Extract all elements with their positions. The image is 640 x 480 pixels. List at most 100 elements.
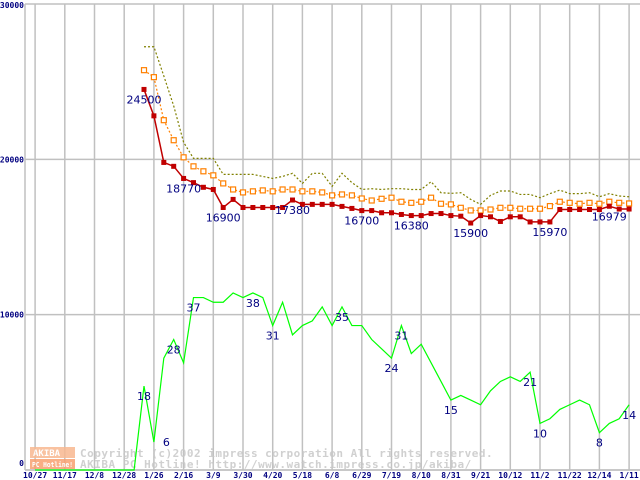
shop_count-data-label: 24 (385, 362, 399, 375)
avg_price-point (606, 198, 613, 205)
min_price-point (280, 204, 286, 210)
shop_count-data-label: 6 (163, 436, 170, 449)
avg_price-point (348, 192, 355, 199)
min_price-point (309, 201, 315, 207)
y-axis-ticks: 0 10000 20000 30000 (0, 1, 24, 468)
avg_price-point (368, 197, 375, 204)
avg_price-point (140, 67, 148, 74)
avg_price-point (269, 188, 276, 195)
min_price-point (250, 204, 256, 210)
x-tick-label: 8/10 (412, 471, 431, 480)
shop_count-data-label: 37 (187, 302, 201, 315)
min_price-point (616, 206, 622, 212)
avg_price-point (467, 207, 474, 214)
min_price-data-label: 16979 (592, 210, 627, 223)
logo-bottom-text: PC Hotline! (32, 461, 73, 469)
avg_price-point (358, 195, 365, 202)
avg_price-point (517, 205, 524, 212)
min_price-point (438, 211, 444, 217)
min_price-point (349, 205, 355, 211)
avg_price-point (477, 207, 484, 214)
x-tick-label: 6/29 (352, 471, 371, 480)
avg_price-point (457, 204, 464, 211)
avg_price-point (180, 154, 187, 161)
min_price-point (181, 175, 187, 181)
x-tick-label: 12/28 (112, 471, 136, 480)
avg_price-point (329, 192, 336, 199)
shop_count-data-label: 8 (596, 437, 603, 450)
min_price-point (557, 207, 563, 213)
x-tick-label: 3/30 (233, 471, 252, 480)
avg_price-point (447, 201, 454, 208)
max_price-line (144, 46, 630, 206)
min_price-data-label: 15970 (532, 226, 567, 239)
avg_price-point (289, 186, 296, 193)
shop_count-data-label: 15 (444, 404, 458, 417)
min_price-point (200, 184, 206, 190)
min_price-data-label: 17380 (275, 204, 310, 217)
avg_price-point (230, 186, 237, 193)
watermark: AKIBA PC Hotline! Copyright (c)2002 impr… (30, 447, 493, 471)
logo-top-box (30, 447, 75, 458)
x-tick-label: 10/12 (498, 471, 522, 480)
x-tick-label: 1/11 (619, 471, 638, 480)
min_price-point (606, 203, 612, 209)
min_price-data-label: 16380 (394, 220, 429, 233)
avg_price-point (437, 200, 445, 207)
logo-bottom-box (30, 459, 75, 469)
x-axis-ticks: 10/27 11/17 12/8 12/28 1/26 2/16 3/9 3/30 4/20 5/… (23, 471, 639, 480)
avg_price-point (319, 189, 326, 196)
x-tick-label: 5/18 (293, 471, 312, 480)
min_price-point (389, 210, 394, 216)
avg_price-point (150, 74, 157, 81)
avg_price-point (378, 195, 385, 202)
avg_price-point (398, 198, 405, 205)
min_price-data-label: 24500 (127, 93, 162, 106)
min_price-point (171, 163, 177, 169)
x-tick-label: 3/9 (206, 471, 221, 480)
min_price-point (329, 201, 335, 207)
avg_price-point (546, 202, 554, 210)
shop_count-line (35, 292, 630, 471)
avg_price-point (170, 137, 177, 144)
avg_price-point (249, 188, 256, 195)
min_price-point (468, 220, 474, 226)
min_price-point (398, 211, 404, 217)
avg_price-point (487, 206, 494, 213)
min_price-point (587, 207, 592, 213)
avg_price-point (259, 187, 266, 194)
shop_count-data-label: 38 (246, 297, 260, 310)
min_price-point (418, 213, 424, 219)
min_price-point (537, 219, 543, 225)
min_price-point (270, 204, 276, 210)
min_price-point (290, 197, 295, 203)
shop_count-data-label: 28 (167, 344, 181, 357)
shop_count-data-label: 35 (335, 311, 349, 324)
min_price-point (428, 211, 434, 217)
min_price-point (359, 208, 365, 214)
x-tick-label: 12/8 (85, 471, 104, 480)
logo-top-text: AKIBA (33, 449, 61, 459)
shop_count-data-label: 21 (523, 376, 537, 389)
avg_price-point (190, 163, 197, 170)
data-labels: 24500 18770 16900 17380 16700 16380 15900 15970… (127, 93, 637, 449)
y-tick-label: 30000 (0, 1, 24, 10)
x-tick-label: 12/14 (587, 471, 611, 480)
min_price-point (458, 213, 464, 219)
grid (24, 3, 640, 471)
shop_count-data-label: 31 (394, 330, 408, 343)
min_price-point (527, 219, 533, 225)
min_price-point (210, 186, 216, 192)
x-tick-label: 11/22 (558, 471, 582, 480)
min_price-point (161, 159, 167, 165)
min_price-point (240, 204, 246, 210)
min_price-point (507, 214, 513, 220)
min_price-point (408, 213, 414, 219)
series (35, 46, 633, 471)
avg_price-point (388, 194, 395, 201)
shop_count-data-label: 31 (266, 330, 280, 343)
avg_price-point (299, 188, 306, 195)
avg_price-point (586, 199, 593, 206)
avg_price-point (625, 200, 633, 207)
avg_price-point (239, 189, 247, 196)
